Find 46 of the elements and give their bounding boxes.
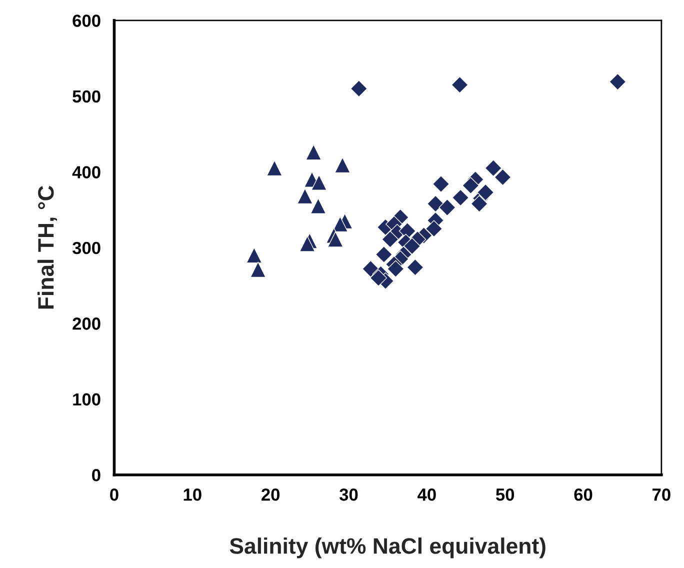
x-tick-label: 30 bbox=[339, 488, 358, 501]
point bbox=[266, 160, 282, 176]
x-axis-title: Salinity (wt% NaCl equivalent) bbox=[230, 538, 546, 558]
point bbox=[476, 184, 494, 201]
point bbox=[306, 144, 322, 160]
x-tick-label: 50 bbox=[496, 488, 514, 501]
point bbox=[334, 157, 350, 174]
y-tick-label: 500 bbox=[72, 90, 100, 103]
point bbox=[462, 176, 480, 194]
point bbox=[375, 246, 392, 264]
point bbox=[438, 198, 456, 216]
x-tick-label: 70 bbox=[652, 488, 670, 501]
x-tick-label: 0 bbox=[110, 488, 118, 501]
x-tick-label: 60 bbox=[574, 488, 592, 501]
point bbox=[327, 231, 344, 248]
point bbox=[370, 269, 388, 287]
y-tick-label: 0 bbox=[92, 469, 100, 482]
point bbox=[470, 195, 488, 212]
point bbox=[494, 168, 512, 186]
point bbox=[609, 73, 626, 90]
y-tick-label: 400 bbox=[72, 166, 100, 178]
point bbox=[382, 230, 399, 248]
y-tick-label: 600 bbox=[72, 14, 100, 27]
point bbox=[432, 175, 450, 193]
point bbox=[425, 220, 443, 238]
point bbox=[350, 80, 368, 98]
point bbox=[406, 258, 424, 276]
point bbox=[403, 238, 421, 255]
y-tick-label: 100 bbox=[73, 393, 100, 406]
point bbox=[310, 198, 326, 214]
point bbox=[426, 195, 444, 212]
y-tick-label: 300 bbox=[72, 242, 100, 254]
y-tick-label: 200 bbox=[72, 318, 100, 330]
y-axis-title: Final TH, °C bbox=[37, 186, 58, 309]
point bbox=[451, 76, 468, 94]
point bbox=[297, 188, 313, 204]
x-tick-label: 20 bbox=[262, 488, 280, 501]
point bbox=[387, 260, 404, 278]
point bbox=[250, 262, 266, 278]
x-tick-label: 10 bbox=[184, 488, 202, 501]
point bbox=[484, 160, 502, 177]
point bbox=[452, 189, 470, 206]
point bbox=[299, 236, 316, 252]
x-tick-label: 40 bbox=[418, 488, 436, 501]
point bbox=[311, 174, 327, 190]
point bbox=[246, 247, 262, 264]
